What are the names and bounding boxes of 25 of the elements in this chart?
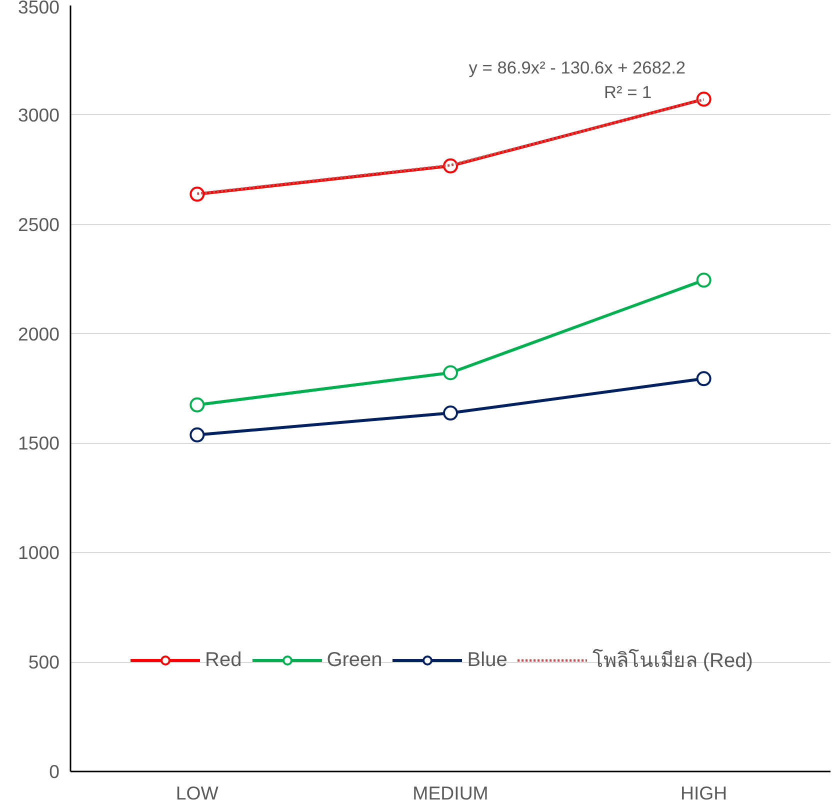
y-tick-label: 3000 <box>18 104 60 126</box>
x-tick-label: MEDIUM <box>412 782 488 804</box>
legend-label: โพลิโนเมียล (Red) <box>592 648 753 674</box>
annotation: R² = 1 <box>604 82 652 102</box>
y-tick-label: 1000 <box>18 542 60 564</box>
y-tick-label: 0 <box>49 761 60 782</box>
point <box>696 92 712 107</box>
x-tick-label: HIGH <box>680 782 728 804</box>
y-tick-label: 1500 <box>18 432 60 454</box>
point <box>696 272 712 288</box>
legend-label: Red <box>205 648 242 672</box>
point <box>190 186 205 202</box>
y-tick-label: 3500 <box>18 0 60 18</box>
point <box>443 406 458 420</box>
x-tick-label: LOW <box>176 782 219 804</box>
y-tick-label: 2000 <box>18 323 60 344</box>
point <box>190 427 205 442</box>
legend-label: Green <box>326 648 382 672</box>
point <box>190 397 205 412</box>
point <box>443 365 458 380</box>
y-tick-label: 2500 <box>18 214 60 235</box>
legend-label: Blue <box>467 648 508 672</box>
annotation: y = 86.9x² - 130.6x + 2682.2 <box>468 58 686 78</box>
y-tick-label: 500 <box>28 652 60 673</box>
point <box>696 371 712 386</box>
